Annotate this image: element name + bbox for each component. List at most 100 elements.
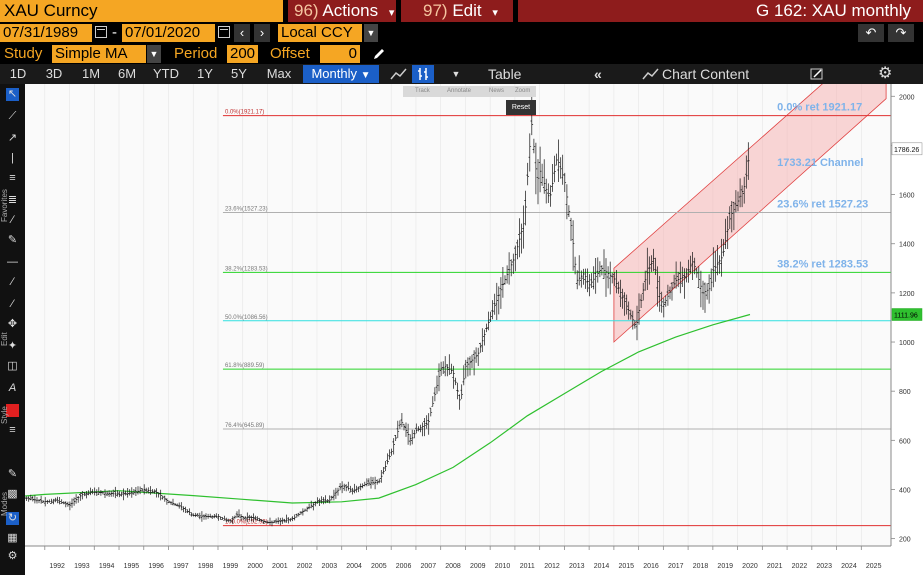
text-icon[interactable]: A [8,382,17,394]
tab-6m[interactable]: 6M [117,66,137,81]
x-tick-label: 2022 [792,563,808,570]
tab-ytd[interactable]: YTD [153,66,179,81]
actions-menu[interactable]: 96) Actions ▾ [288,0,396,22]
annotate-button[interactable]: Annotate [447,88,472,94]
chart-id: G 162: XAU monthly [518,0,923,22]
study-bar: Study Simple MA ▼ Period 200 Offset 0 [0,44,923,64]
line-weight-icon[interactable]: ≡ [9,424,16,436]
y-tick-label: 200 [899,537,911,544]
end-date-field[interactable]: 07/01/2020 [122,24,215,42]
tab-1m[interactable]: 1M [81,66,101,81]
refresh-icon[interactable]: ↻ [6,512,19,525]
side-label-edit: Edit [0,332,9,346]
x-tick-label: 2025 [866,563,882,570]
frequency-select[interactable]: Monthly ▼ [303,65,379,83]
table-button[interactable]: Table [488,66,522,82]
fib-callout: 23.6% ret 1527.23 [777,198,868,210]
actions-label: Actions [322,1,379,20]
y-tick-label: 1000 [899,340,915,347]
side-label-modes: Modes [0,491,9,516]
calendar-icon[interactable] [218,26,230,38]
x-tick-label: 1996 [148,563,164,570]
x-tick-label: 2006 [396,563,412,570]
currency-select[interactable]: Local CCY [278,24,362,42]
zoom-button[interactable]: Zoom [515,88,531,94]
tab-5y[interactable]: 5Y [231,66,247,81]
brush-icon[interactable]: ✎ [7,468,18,480]
edit-chart-icon[interactable] [806,65,828,83]
reset-button[interactable]: Reset [506,100,536,115]
next-period-button[interactable]: › [254,24,270,42]
chart-content-button[interactable]: Chart Content [662,66,750,82]
chart-type-dropdown[interactable]: ▼ [451,69,461,79]
x-tick-label: 1993 [74,563,90,570]
line-tool-icon[interactable]: ⁄ [11,298,14,310]
horizontal-line-icon[interactable]: — [7,256,18,268]
x-tick-label: 2001 [272,563,288,570]
frequency-label: Monthly [311,66,357,81]
arrow-icon[interactable]: ↗ [7,132,18,144]
calendar-icon[interactable] [95,26,107,38]
trash-icon[interactable]: ◫ [7,360,18,372]
ma-last-tag [891,308,923,321]
price-bars [25,96,750,527]
x-tick-label: 2003 [322,563,338,570]
grid-icon[interactable]: ▦ [7,532,18,544]
redo-button[interactable]: ↷ [888,24,914,42]
x-tick-label: 2018 [693,563,709,570]
study-select[interactable]: Simple MA [52,45,146,63]
start-date-field[interactable]: 07/31/1989 [0,24,92,42]
x-tick-label: 2004 [346,563,362,570]
bar-chart-icon[interactable] [412,65,434,83]
chevron-down-icon[interactable]: ▼ [364,24,378,42]
tab-max[interactable]: Max [266,66,292,81]
undo-button[interactable]: ↶ [858,24,884,42]
settings-icon[interactable]: ⚙ [7,550,18,562]
x-tick-label: 1999 [223,563,239,570]
gear-icon[interactable]: ⚙ [878,65,893,82]
security-field[interactable]: XAU Curncy [0,0,283,22]
x-tick-label: 2012 [544,563,560,570]
fib-time-icon[interactable]: ≣ [7,194,18,206]
title-bar: XAU Curncy 96) Actions ▾ 97) Edit ▾ G 16… [0,0,923,23]
period-field[interactable]: 200 [227,45,258,63]
price-ohlc-bars [25,96,750,527]
track-button[interactable]: Track [415,88,430,94]
x-tick-label: 2024 [841,563,857,570]
x-tick-label: 1992 [49,563,65,570]
cursor-icon[interactable]: ↖ [6,88,19,101]
trend-line-icon[interactable]: ⟋ [8,110,17,122]
edit-menu[interactable]: 97) Edit ▾ [401,0,513,22]
x-tick-label: 1997 [173,563,189,570]
tab-1y[interactable]: 1Y [197,66,213,81]
vertical-line-icon[interactable]: | [11,152,14,164]
y-axis: 2004006008001000120014001600180020001786… [890,84,923,546]
price-chart[interactable]: 0.0%(1921.17) 23.6%(1527.23) 38.2%(1283.53… [25,84,923,575]
fibonacci-icon[interactable]: ≡ [9,172,16,184]
tab-1d[interactable]: 1D [9,66,27,81]
y-tick-label: 1400 [899,242,915,249]
chevron-down-icon[interactable]: ▼ [147,45,161,63]
chart-content-icon[interactable] [640,65,662,83]
x-tick-label: 1998 [198,563,214,570]
news-button[interactable]: News [489,88,505,94]
offset-label: Offset [270,45,310,62]
prev-period-button[interactable]: ‹ [234,24,250,42]
tab-3d[interactable]: 3D [45,66,63,81]
x-tick-label: 2019 [717,563,733,570]
x-tick-label: 2020 [742,563,758,570]
pattern-icon[interactable]: ▩ [7,488,18,500]
pen-icon[interactable]: ✎ [7,234,18,246]
edit-number: 97) [423,1,448,20]
y-tick-label: 1600 [899,193,915,200]
line-chart-icon[interactable] [388,65,410,83]
magic-wand-icon[interactable]: ✦ [7,340,18,352]
x-tick-label: 2000 [247,563,263,570]
offset-field[interactable]: 0 [320,45,360,63]
ruler-icon[interactable]: ∕ [11,276,14,288]
collapse-icon[interactable]: « [594,66,602,82]
channel-icon[interactable]: ∕ [11,214,14,226]
color-swatch-icon[interactable] [6,404,19,417]
move-icon[interactable]: ✥ [7,318,18,330]
pencil-icon[interactable] [372,47,386,61]
